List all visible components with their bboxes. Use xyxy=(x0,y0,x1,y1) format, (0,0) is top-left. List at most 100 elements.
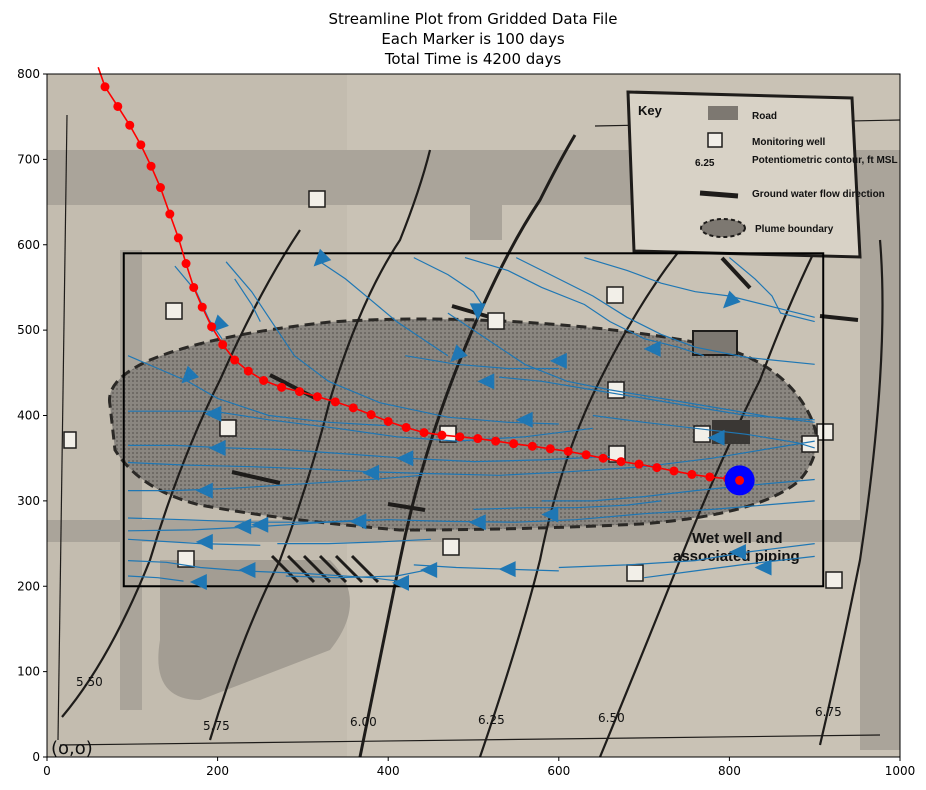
pathline-marker-36 xyxy=(598,453,608,463)
y-tick-label-400: 400 xyxy=(17,409,40,423)
streamline-domain-box xyxy=(122,252,825,588)
pathline-marker-33 xyxy=(545,444,555,454)
key-flow-arrow xyxy=(699,190,739,199)
source-point xyxy=(724,465,755,496)
y-tick-label-500: 500 xyxy=(17,323,40,337)
streamline-13 xyxy=(285,568,432,579)
key-well-swatch xyxy=(707,132,723,148)
streamline-16 xyxy=(644,555,815,579)
streamline-arrow-6 xyxy=(208,439,226,456)
title-line-3: Total Time is 4200 days xyxy=(384,50,562,68)
pathline-marker-40 xyxy=(669,466,679,476)
streamline-4 xyxy=(128,410,593,442)
streamline-24 xyxy=(499,376,815,421)
y-tick-label-700: 700 xyxy=(17,152,40,166)
wet-well-label-line-1: Wet well and xyxy=(692,530,783,547)
streamline-7 xyxy=(128,474,423,492)
map-key: Key Road Monitoring well 6.25 Potentiome… xyxy=(626,90,898,259)
streamline-arrow-8 xyxy=(251,516,269,533)
source-center-marker xyxy=(735,475,745,485)
pathline-marker-34 xyxy=(563,446,573,456)
map-border-left xyxy=(57,114,68,741)
pathline-marker-38 xyxy=(634,459,644,469)
streamline-arrow-22 xyxy=(450,344,468,363)
streamline-12 xyxy=(127,575,184,582)
key-contour-label: Potentiometric contour, ft MSL xyxy=(752,155,898,166)
streamline-arrow-11 xyxy=(189,573,207,590)
y-tick-label-800: 800 xyxy=(17,67,40,81)
origin-label: (o,o) xyxy=(51,738,93,759)
streamline-arrow-27 xyxy=(723,290,741,309)
contour-6-75 xyxy=(818,239,884,746)
x-tick-label-200: 200 xyxy=(206,764,229,778)
contour-5-75 xyxy=(208,149,432,741)
x-tick-label-400: 400 xyxy=(377,764,400,778)
map-arrow-3 xyxy=(387,502,426,512)
streamline-25 xyxy=(405,355,559,370)
pathline-marker-12 xyxy=(197,302,207,312)
streamline-arrow-19 xyxy=(396,450,414,467)
streamline-arrow-16 xyxy=(468,514,486,531)
key-contour-sample: 6.25 xyxy=(695,158,715,169)
streamline-arrow-13 xyxy=(391,574,409,591)
x-tick-label-600: 600 xyxy=(547,764,570,778)
pathline-marker-41 xyxy=(687,469,697,479)
pathline-marker-25 xyxy=(401,422,411,432)
pathline-marker-11 xyxy=(189,282,199,292)
pathline-marker-29 xyxy=(473,434,483,444)
streamline-3 xyxy=(127,355,389,427)
key-title: Key xyxy=(638,103,663,118)
pathline-marker-21 xyxy=(330,397,340,407)
pathline-marker-14 xyxy=(218,340,228,350)
pathline-marker-9 xyxy=(173,233,183,243)
streamline-6 xyxy=(127,440,815,476)
streamline-arrow-5 xyxy=(204,405,222,422)
well-14 xyxy=(626,564,644,582)
pathline-marker-32 xyxy=(527,441,537,451)
streamline-arrow-2 xyxy=(313,248,332,267)
wet-well-label-line-2: associated piping xyxy=(673,548,800,565)
streamline-arrow-4 xyxy=(181,365,200,384)
contour-label-6-75: 6.75 xyxy=(815,705,842,719)
contour-label-5-50: 5.50 xyxy=(76,675,103,689)
key-box xyxy=(626,90,862,259)
pathline-marker-28 xyxy=(455,432,465,442)
pathline-marker-19 xyxy=(294,387,304,397)
streamline-21 xyxy=(584,257,815,318)
contour-6-00 xyxy=(358,134,577,757)
y-tick-label-100: 100 xyxy=(17,665,40,679)
pathline-marker-5 xyxy=(136,140,146,150)
streamline-1 xyxy=(225,261,559,425)
streamline-30 xyxy=(234,278,261,322)
title-line-2: Each Marker is 100 days xyxy=(381,30,565,48)
road-mid xyxy=(470,150,502,240)
y-tick-label-200: 200 xyxy=(17,579,40,593)
contour-label-6-50: 6.50 xyxy=(598,711,625,725)
hatch-1 xyxy=(270,554,300,584)
y-tick-label-300: 300 xyxy=(17,494,40,508)
streamline-18 xyxy=(413,257,483,305)
road-loop xyxy=(158,560,350,700)
pathline-marker-39 xyxy=(652,463,662,473)
pathline-marker-6 xyxy=(146,161,156,171)
streamline-arrow-21 xyxy=(477,373,495,390)
y-tick-label-600: 600 xyxy=(17,238,40,252)
title-line-1: Streamline Plot from Gridded Data File xyxy=(328,10,617,28)
y-tick-label-0: 0 xyxy=(32,750,40,764)
streamline-28 xyxy=(473,500,662,510)
streamline-arrow-20 xyxy=(515,411,533,428)
pathline-marker-2 xyxy=(100,82,110,92)
streamline-17 xyxy=(319,261,449,357)
well-3 xyxy=(219,419,237,437)
well-15 xyxy=(825,571,843,589)
y-axis: 0 100 200 300 400 500 600 700 800 xyxy=(17,67,47,764)
pathline-marker-8 xyxy=(165,209,175,219)
pathline-marker-4 xyxy=(125,120,135,130)
key-plume-label: Plume boundary xyxy=(755,224,834,235)
streamline-arrow-24 xyxy=(549,352,567,369)
well-10 xyxy=(816,423,834,441)
pathline-marker-16 xyxy=(243,366,253,376)
pathline-marker-22 xyxy=(348,403,358,413)
key-plume-swatch xyxy=(700,218,746,238)
